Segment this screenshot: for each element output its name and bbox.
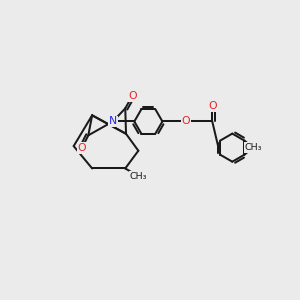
Text: CH₃: CH₃ <box>244 143 262 152</box>
Text: O: O <box>78 143 86 153</box>
Text: CH₃: CH₃ <box>130 172 147 181</box>
Text: N: N <box>109 116 117 127</box>
Text: O: O <box>182 116 190 127</box>
Text: O: O <box>208 101 217 111</box>
Text: CH₃: CH₃ <box>244 143 262 152</box>
Text: O: O <box>128 91 136 101</box>
